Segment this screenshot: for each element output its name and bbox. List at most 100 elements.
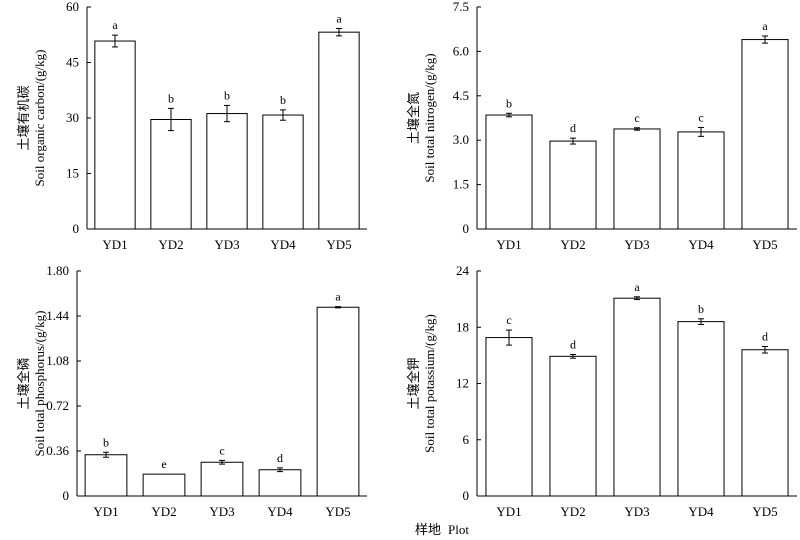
y-axis-title: 土壤有机碳Soil organic carbon/(g/kg)	[16, 50, 47, 187]
y-tick-label: 7.5	[453, 0, 469, 14]
x-tick-label: YD2	[560, 237, 585, 252]
x-tick-label: YD4	[270, 237, 296, 252]
y-axis-title-en: Soil total potassium/(g/kg)	[422, 314, 437, 453]
significance-letter: e	[161, 457, 166, 471]
significance-letter: b	[506, 96, 512, 110]
y-tick-label: 1.80	[46, 263, 69, 278]
significance-letter: a	[336, 11, 342, 25]
chart-panel-3: 0 0.36 0.72 1.08 1.44 1.80 b YD1 e YD2 c YD3 d YD4 a YD…	[16, 263, 367, 519]
x-tick-label: YD3	[209, 504, 234, 519]
y-axis-title-en: Soil total phosphorus/(g/kg)	[32, 311, 47, 457]
y-tick-label: 24	[456, 263, 470, 278]
bar-yd2	[549, 140, 597, 230]
y-tick-label: 6	[463, 432, 470, 447]
significance-letter: c	[506, 313, 511, 327]
bar-yd3	[200, 461, 244, 497]
significance-letter: c	[698, 110, 703, 124]
significance-letter: a	[335, 290, 341, 304]
significance-letter: a	[762, 19, 768, 33]
x-tick-label: YD2	[158, 237, 183, 252]
x-tick-label: YD4	[688, 504, 714, 519]
significance-letter: b	[168, 91, 174, 105]
y-tick-label: 3.0	[453, 132, 469, 147]
bar-yd3	[206, 113, 248, 230]
y-tick-label: 45	[66, 55, 79, 70]
bar-yd1	[84, 454, 128, 497]
y-tick-label: 1.5	[453, 177, 469, 192]
x-tick-label: YD4	[688, 237, 714, 252]
x-tick-label: YD5	[752, 504, 777, 519]
chart-panel-4: 0 6 12 18 24 c YD1 d YD2 a YD3 b YD4 d YD5 土壤全钾Soil tot…	[406, 263, 797, 519]
y-axis-title-cn: 土壤全磷	[16, 357, 31, 409]
y-axis-title: 土壤全氮Soil total nitrogen/(g/kg)	[406, 53, 437, 182]
y-tick-label: 0	[463, 488, 470, 503]
y-axis-title-cn: 土壤全氮	[406, 92, 421, 144]
bar-yd2	[150, 118, 192, 230]
x-tick-label: YD1	[102, 237, 127, 252]
bar-yd2	[549, 355, 597, 497]
x-tick-label: YD3	[624, 504, 649, 519]
y-tick-label: 6.0	[453, 43, 469, 58]
chart-panel-2: 0 1.5 3.0 4.5 6.0 7.5 b YD1 d YD2 c YD3 c YD4 a YD5 土壤全氮…	[406, 0, 797, 252]
significance-letter: b	[280, 93, 286, 107]
bar-yd3	[613, 128, 661, 230]
y-axis-title-cn: 土壤有机碳	[16, 85, 31, 150]
significance-letter: b	[698, 302, 704, 316]
y-axis-title: 土壤全钾Soil total potassium/(g/kg)	[406, 314, 437, 453]
y-tick-label: 0	[463, 221, 470, 236]
x-tick-label: YD5	[326, 237, 351, 252]
significance-letter: b	[103, 435, 109, 449]
x-tick-label: YD2	[151, 504, 176, 519]
y-tick-label: 1.08	[46, 353, 69, 368]
significance-letter: d	[762, 329, 768, 343]
y-axis-title-cn: 土壤全钾	[406, 357, 421, 409]
bar-yd1	[94, 40, 136, 230]
y-tick-label: 30	[66, 110, 79, 125]
significance-letter: d	[570, 337, 576, 351]
bar-yd5	[741, 39, 789, 230]
y-axis-title-en: Soil total nitrogen/(g/kg)	[422, 53, 437, 182]
y-tick-label: 12	[456, 376, 469, 391]
bar-yd2	[142, 473, 186, 497]
significance-letter: c	[219, 443, 224, 457]
significance-letter: a	[112, 18, 118, 32]
x-tick-label: YD1	[496, 504, 521, 519]
y-tick-label: 15	[66, 166, 79, 181]
y-axis-title: 土壤全磷Soil total phosphorus/(g/kg)	[16, 311, 47, 457]
x-tick-label: YD4	[267, 504, 293, 519]
y-tick-label: 60	[66, 0, 79, 14]
significance-letter: c	[634, 111, 639, 125]
bar-yd4	[262, 114, 304, 230]
x-tick-label: YD2	[560, 504, 585, 519]
significance-letter: d	[570, 121, 576, 135]
bar-yd4	[258, 469, 302, 497]
y-tick-label: 0	[63, 488, 70, 503]
significance-letter: a	[634, 280, 640, 294]
y-tick-label: 0.72	[46, 398, 69, 413]
x-axis-title-en: Plot	[448, 522, 469, 537]
x-axis-title-cn: 样地	[415, 522, 441, 537]
x-tick-label: YD5	[325, 504, 350, 519]
x-tick-label: YD1	[496, 237, 521, 252]
bar-yd1	[485, 337, 533, 497]
y-tick-label: 0.36	[46, 443, 69, 458]
significance-letter: b	[224, 88, 230, 102]
bar-yd5	[318, 31, 360, 230]
x-tick-label: YD3	[214, 237, 239, 252]
significance-letter: d	[277, 451, 283, 465]
bar-yd5	[741, 349, 789, 497]
bar-yd4	[677, 321, 725, 497]
y-tick-label: 1.44	[46, 308, 69, 323]
y-tick-label: 0	[73, 221, 80, 236]
y-axis-title-en: Soil organic carbon/(g/kg)	[32, 50, 47, 187]
x-tick-label: YD1	[93, 504, 118, 519]
bar-yd1	[485, 114, 533, 230]
x-tick-label: YD3	[624, 237, 649, 252]
x-axis-title: 样地 Plot	[415, 522, 469, 537]
bar-yd3	[613, 297, 661, 497]
x-tick-label: YD5	[752, 237, 777, 252]
chart-panel-1: 0 15 30 45 60 a YD1 b YD2 b YD3 b YD4 a YD5 土壤有机碳Soil o…	[16, 0, 367, 252]
y-tick-label: 18	[456, 319, 469, 334]
